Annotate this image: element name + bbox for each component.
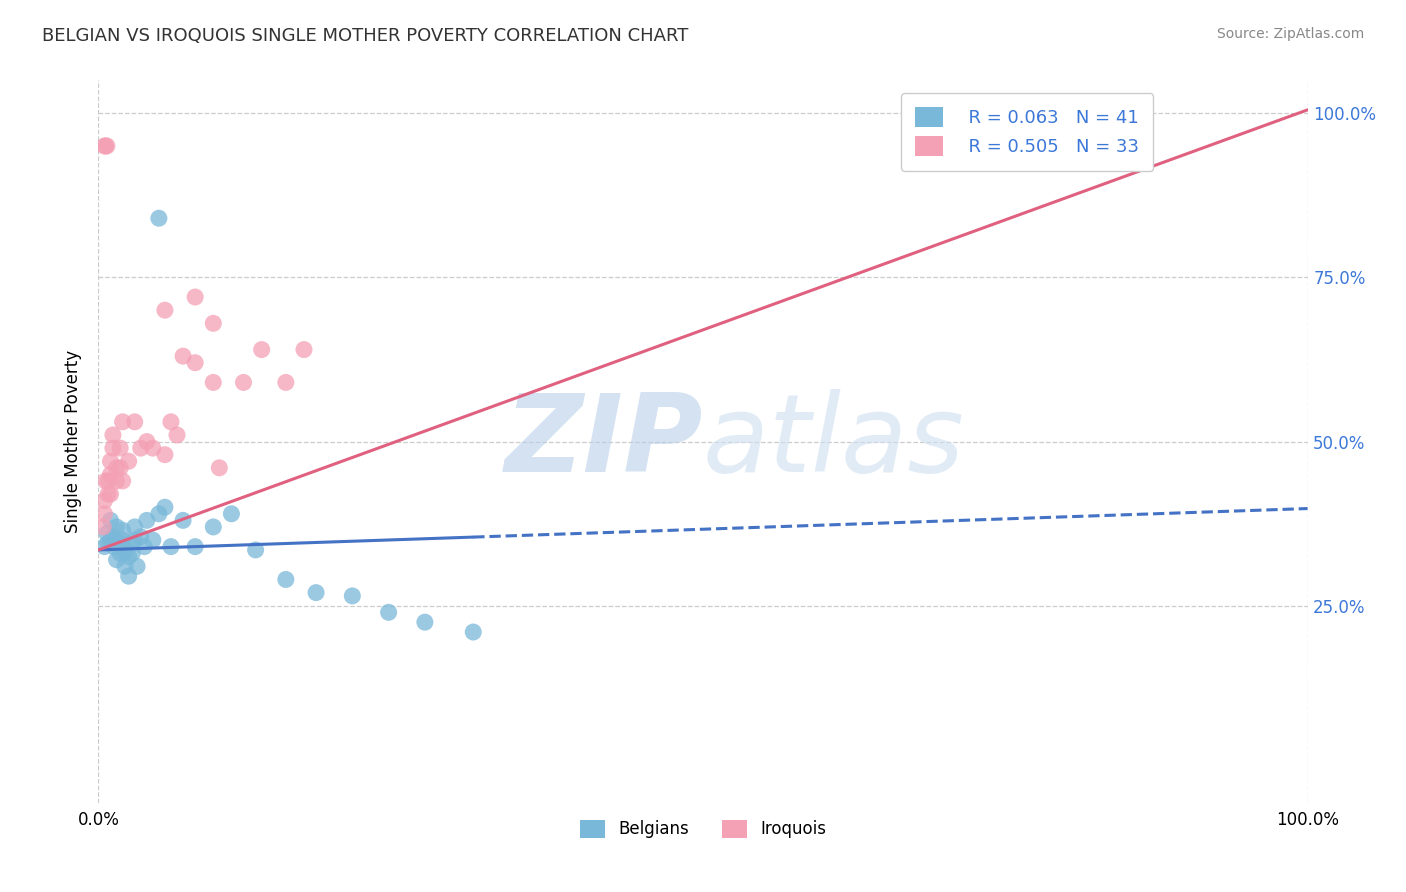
Point [97,487,120,501]
Point [114,546,136,560]
Point [250,343,273,357]
Point [103,540,125,554]
Point [172,349,194,363]
Point [94,139,117,153]
Point [111,533,134,547]
Point [111,540,134,554]
Point [153,303,176,318]
Point [118,569,141,583]
Point [124,520,146,534]
Point [292,343,315,357]
Point [105,520,128,534]
Point [160,415,183,429]
Text: BELGIAN VS IROQUOIS SINGLE MOTHER POVERTY CORRELATION CHART: BELGIAN VS IROQUOIS SINGLE MOTHER POVERT… [42,27,689,45]
Point [96,139,118,153]
Point [129,530,152,544]
Point [96,526,118,541]
Point [463,625,485,640]
Point [101,428,124,442]
Point [232,376,254,390]
Point [142,441,165,455]
Point [221,507,243,521]
Point [114,559,136,574]
Point [93,493,115,508]
Point [208,460,231,475]
Point [91,520,114,534]
Point [342,589,364,603]
Point [127,559,149,574]
Text: Source: ZipAtlas.com: Source: ZipAtlas.com [1216,27,1364,41]
Point [202,520,225,534]
Point [166,428,188,442]
Point [93,139,115,153]
Point [413,615,436,630]
Point [111,474,134,488]
Point [101,441,124,455]
Point [118,454,141,468]
Point [153,448,176,462]
Point [108,536,131,550]
Point [121,536,143,550]
Point [118,549,141,564]
Point [100,454,122,468]
Legend: Belgians, Iroquois: Belgians, Iroquois [574,813,832,845]
Point [184,540,207,554]
Point [94,474,117,488]
Y-axis label: Single Mother Poverty: Single Mother Poverty [65,350,83,533]
Point [93,540,115,554]
Point [97,536,120,550]
Point [135,513,157,527]
Point [111,523,134,537]
Text: atlas: atlas [703,389,965,494]
Point [160,540,183,554]
Point [121,546,143,560]
Point [100,467,122,482]
Point [377,605,399,619]
Point [108,546,131,560]
Point [148,507,170,521]
Text: ZIP: ZIP [505,389,703,494]
Point [134,540,156,554]
Point [129,441,152,455]
Point [172,513,194,527]
Point [124,415,146,429]
Point [105,474,128,488]
Point [135,434,157,449]
Point [274,573,297,587]
Point [100,513,122,527]
Point [153,500,176,515]
Point [124,533,146,547]
Point [100,487,122,501]
Point [97,474,120,488]
Point [108,441,131,455]
Point [184,356,207,370]
Point [111,415,134,429]
Point [105,460,128,475]
Point [274,376,297,390]
Point [142,533,165,547]
Point [305,585,328,599]
Point [100,533,122,547]
Point [101,530,124,544]
Point [93,507,115,521]
Point [148,211,170,226]
Point [202,316,225,330]
Point [184,290,207,304]
Point [108,460,131,475]
Point [105,553,128,567]
Point [202,376,225,390]
Point [245,542,267,557]
